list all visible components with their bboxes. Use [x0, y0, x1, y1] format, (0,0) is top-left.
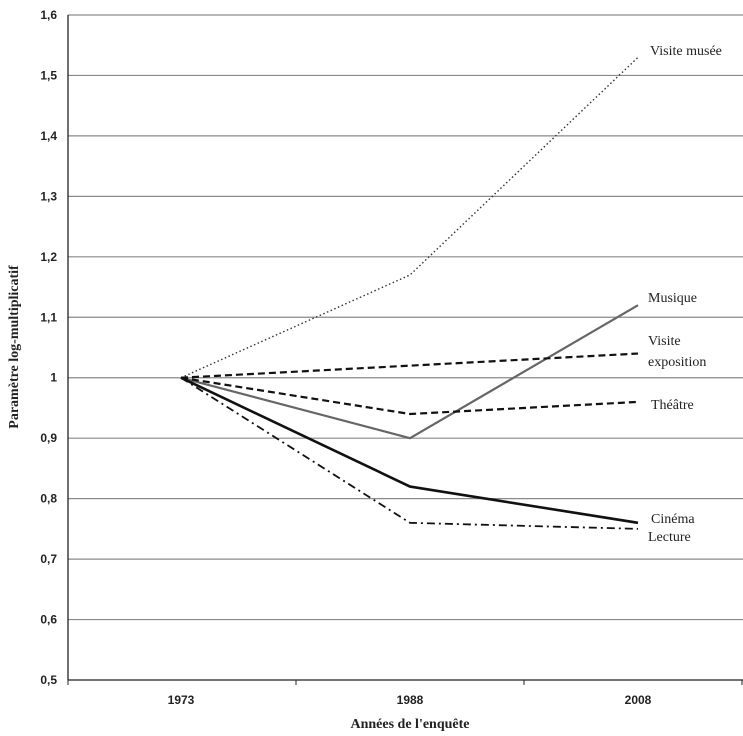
series-label-cinema: Cinéma	[651, 512, 695, 527]
y-tick-label: 1	[50, 371, 57, 385]
x-tick-label: 1973	[168, 693, 195, 707]
series-line-cinema	[180, 376, 639, 525]
series-lines	[180, 56, 639, 530]
x-axis-title: Années de l'enquête	[351, 717, 470, 732]
series-label-visite-exposition: exposition	[648, 355, 706, 370]
series-line-visite-musee	[180, 56, 639, 379]
y-tick-label: 1,1	[40, 310, 57, 324]
x-tick-label: 1988	[397, 693, 424, 707]
series-line-lecture	[180, 376, 639, 530]
y-tick-label: 0,7	[40, 552, 57, 566]
y-tick-label: 0,8	[40, 492, 57, 506]
series-labels: Visite musée Musique Visite exposition Théât…	[648, 44, 722, 545]
x-tick-label: 2008	[625, 693, 652, 707]
series-label-musique: Musique	[648, 291, 697, 306]
y-tick-label: 0,5	[40, 673, 57, 687]
y-tick-labels: 0,5 0,6 0,7 0,8 0,9 1 1,1 1,2 1,3 1,4 1,5 1,6	[40, 8, 57, 687]
series-line-musique	[180, 304, 639, 440]
series-label-theatre: Théâtre	[651, 398, 694, 413]
series-line-visite-exposition	[180, 352, 639, 379]
y-tick-label: 1,2	[40, 250, 57, 264]
series-label-lecture: Lecture	[648, 530, 691, 545]
series-label-visite-exposition: Visite	[648, 334, 681, 349]
y-tick-label: 1,3	[40, 189, 57, 203]
y-tick-label: 1,5	[40, 68, 57, 82]
series-line-theatre	[180, 376, 639, 416]
y-tick-label: 1,6	[40, 8, 57, 22]
axes	[67, 15, 743, 685]
y-tick-label: 1,4	[40, 129, 57, 143]
gridlines	[68, 14, 743, 621]
x-tick-labels: 1973 1988 2008	[168, 693, 652, 707]
y-tick-label: 0,6	[40, 613, 57, 627]
y-tick-label: 0,9	[40, 431, 57, 445]
series-label-visite-musee: Visite musée	[650, 44, 722, 59]
y-axis-title: Paramètre log-multiplicatif	[7, 265, 22, 429]
